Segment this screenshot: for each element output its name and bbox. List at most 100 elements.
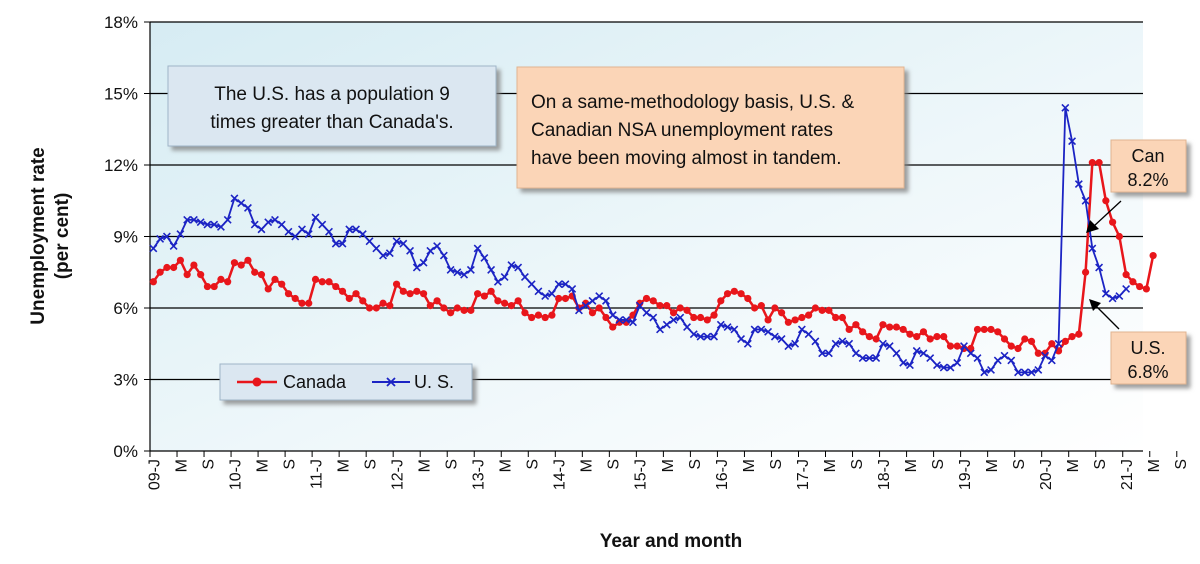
x-tick-label-33: 20-J [1038,459,1055,490]
point-canada-105 [859,328,867,336]
point-us-89 [750,325,759,334]
x-tick-label-6: 11-J [309,459,326,489]
x-tick-label-17: S [606,459,623,470]
point-canada-131 [1034,349,1042,357]
point-canada-126 [1000,335,1009,343]
point-us-52 [500,273,509,281]
point-canada-108 [879,321,887,329]
point-canada-128 [1014,344,1022,353]
point-canada-18 [271,275,279,283]
x-tick-label-22: M [741,459,758,472]
point-us-40 [419,258,428,267]
point-us-1 [156,234,165,243]
point-canada-16 [257,271,266,279]
x-tick-label-34: M [1065,459,1082,472]
point-canada-38 [406,290,414,298]
legend-us-label: U. S. [414,372,454,392]
point-canada-83 [710,311,718,319]
point-canada-84 [717,297,725,305]
point-us-9 [210,220,219,229]
point-us-103 [845,339,854,348]
point-us-56 [527,280,536,289]
point-canada-55 [521,309,529,317]
point-canada-118 [946,342,955,350]
point-us-14 [243,203,252,212]
point-canada-19 [278,280,286,288]
point-us-16 [257,225,266,234]
point-us-78 [676,313,685,322]
point-us-97 [804,330,813,339]
point-canada-50 [487,287,495,295]
point-canada-146 [1136,282,1144,291]
point-canada-103 [845,325,853,334]
callout-us-box [1110,331,1187,385]
point-canada-30 [352,290,360,298]
point-canada-42 [433,297,441,305]
x-tick-label-29: S [930,459,947,470]
point-canada-74 [649,297,657,305]
point-canada-12 [230,259,239,267]
point-us-84 [716,320,725,329]
point-us-17 [264,218,273,227]
x-tick-label-8: S [363,459,380,470]
point-us-47 [466,265,475,274]
point-canada-116 [933,333,941,341]
x-tick-label-23: S [768,459,785,470]
point-us-123 [980,368,989,377]
point-us-74 [649,313,658,322]
point-us-72 [635,301,644,310]
point-us-32 [365,237,374,246]
point-canada-136 [1068,333,1076,341]
point-us-15 [250,220,259,229]
point-canada-39 [413,287,421,295]
callout-canada-label: Can [1131,146,1164,166]
point-canada-52 [501,299,509,307]
y-tick-label-0: 0% [113,442,138,461]
y-tick-label-3: 9% [113,228,138,247]
point-canada-88 [744,294,752,303]
point-canada-21 [291,294,299,303]
point-us-66 [595,292,604,301]
point-us-109 [885,342,894,351]
point-canada-75 [656,302,664,310]
legend-canada-label: Canada [283,372,347,392]
point-canada-59 [548,311,556,319]
point-us-100 [824,349,833,358]
x-tick-label-36: 21-J [1119,459,1136,490]
point-canada-15 [251,268,259,276]
point-us-82 [703,332,712,341]
point-us-135 [1061,103,1070,112]
x-tick-label-13: M [498,459,515,472]
point-canada-25 [318,278,326,286]
point-canada-139 [1088,159,1096,167]
point-canada-61 [561,294,570,303]
x-tick-label-38: S [1173,459,1190,470]
point-us-118 [946,363,955,372]
point-canada-145 [1129,278,1137,286]
point-canada-97 [805,311,813,319]
point-canada-130 [1027,337,1036,345]
x-tick-label-12: 13-J [471,459,488,490]
point-us-10 [216,223,225,231]
point-us-121 [966,349,975,358]
series-us [149,103,1131,377]
point-canada-89 [750,304,759,312]
point-us-45 [453,268,462,277]
point-us-0 [149,244,158,253]
point-us-141 [1101,289,1110,298]
point-us-144 [1122,284,1131,293]
legend-us: U. S. [372,372,454,392]
x-tick-label-24: 17-J [795,459,812,490]
point-us-108 [878,339,887,348]
point-us-61 [561,280,570,289]
point-us-41 [426,246,435,255]
x-tick-label-21: 16-J [714,459,731,490]
point-canada-95 [791,316,799,324]
x-tick-label-32: S [1011,459,1028,470]
point-us-3 [169,242,178,250]
point-us-87 [737,335,746,343]
point-us-71 [629,318,637,327]
point-canada-66 [595,304,603,312]
point-canada-1 [156,268,164,276]
